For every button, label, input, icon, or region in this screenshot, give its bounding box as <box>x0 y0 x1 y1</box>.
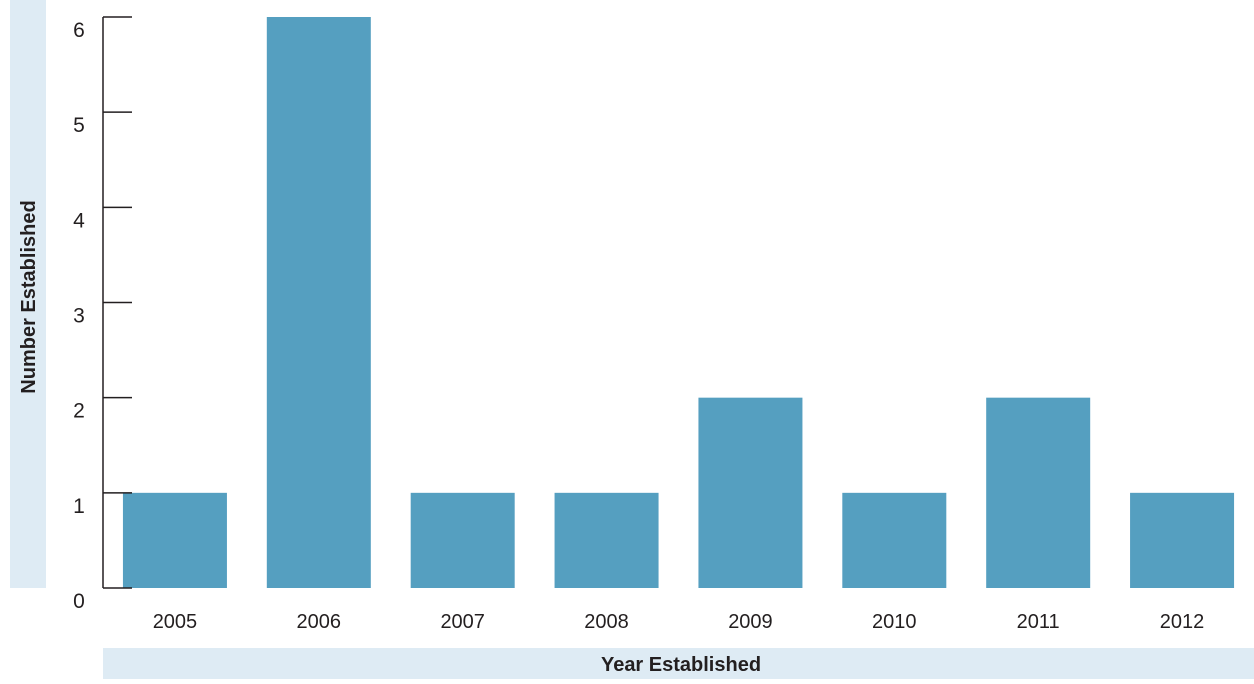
bar-2006 <box>266 17 371 588</box>
bar-2008 <box>554 492 659 588</box>
x-tick-label: 2006 <box>297 611 342 633</box>
x-tick-label: 2012 <box>1160 611 1205 633</box>
y-tick-label: 1 <box>73 495 85 518</box>
y-tick-label: 4 <box>73 209 85 232</box>
bar-2009 <box>698 397 803 588</box>
x-axis-label: Year Established <box>601 654 761 676</box>
x-tick-label: 2010 <box>872 611 917 633</box>
y-ticks-group: 0 1 2 3 4 5 6 <box>73 16 132 613</box>
bar-2012 <box>1130 492 1235 588</box>
y-tick-label: 2 <box>73 400 85 423</box>
bar-2010 <box>842 492 947 588</box>
y-tick-label: 5 <box>73 114 85 137</box>
bar-2007 <box>410 492 515 588</box>
x-ticks-group: 2005 2006 2007 2008 2009 2010 2011 2012 <box>153 611 1205 633</box>
bar-2011 <box>986 397 1091 588</box>
bar-2005 <box>122 492 227 588</box>
x-tick-label: 2011 <box>1017 611 1060 633</box>
y-axis-label-band <box>10 0 46 588</box>
y-axis-label: Number Established <box>18 200 40 393</box>
bars-group <box>122 17 1235 588</box>
x-tick-label: 2005 <box>153 611 198 633</box>
y-tick-label: 0 <box>73 590 85 613</box>
y-tick-label: 6 <box>73 19 85 42</box>
x-axis-label-band <box>103 648 1254 679</box>
x-tick-label: 2009 <box>728 611 773 633</box>
x-tick-label: 2007 <box>440 611 485 633</box>
y-tick-label: 3 <box>73 305 85 328</box>
x-tick-label: 2008 <box>584 611 629 633</box>
